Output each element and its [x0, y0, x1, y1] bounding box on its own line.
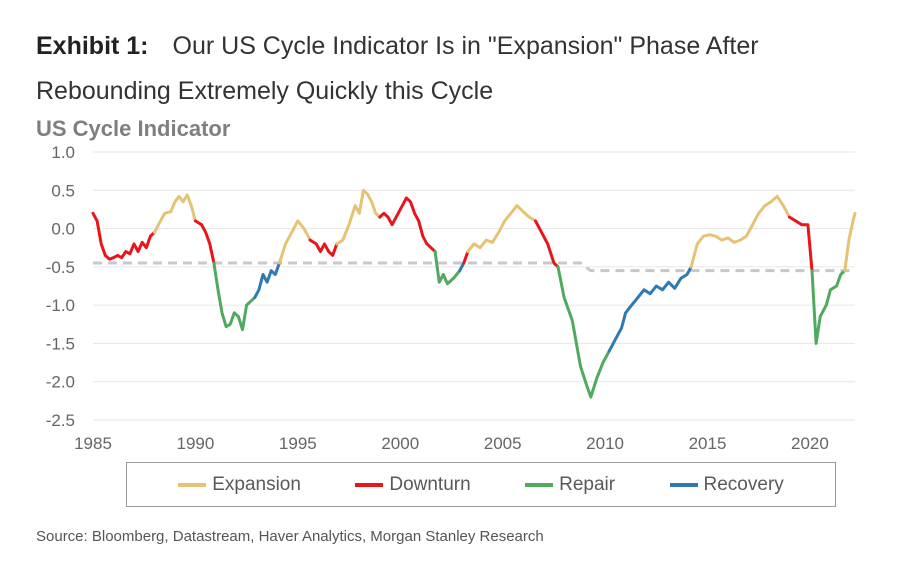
series-expansion-segment: [277, 219, 312, 265]
series-recovery-segment: [253, 261, 281, 299]
series-repair-segment: [212, 261, 257, 332]
series-repair-segment: [810, 269, 847, 345]
series-downturn-segment: [193, 219, 216, 265]
series-repair-segment: [433, 250, 462, 286]
series-repair-segment: [556, 265, 611, 399]
series-expansion-segment: [689, 194, 791, 269]
legend-item-expansion: Expansion: [178, 474, 301, 496]
x-tick-label: 1990: [177, 434, 215, 453]
legend-label: Expansion: [212, 473, 301, 495]
series-downturn-segment: [462, 250, 470, 265]
x-tick-label: 2015: [689, 434, 727, 453]
series-expansion-segment: [843, 211, 857, 273]
x-tick-label: 1985: [74, 434, 112, 453]
y-tick-label: -0.5: [46, 258, 75, 277]
y-tick-label: 0.0: [51, 220, 75, 239]
series-expansion-segment: [466, 204, 537, 253]
legend-label: Recovery: [703, 473, 784, 495]
legend-label: Repair: [559, 473, 616, 495]
series-downturn-segment: [378, 196, 437, 253]
line-chart: 1.0 0.5 0.0 -0.5 -1.0 -1.5 -2.0 -2.5 1985 1990 199…: [46, 143, 857, 453]
y-tick-label: -2.0: [46, 373, 75, 392]
y-tick-label: 1.0: [51, 143, 75, 162]
x-tick-label: 2000: [381, 434, 419, 453]
chart-title: US Cycle Indicator: [36, 116, 231, 141]
x-tick-label: 2010: [586, 434, 624, 453]
legend-swatch: [669, 482, 698, 487]
threshold-line: [93, 261, 855, 273]
exhibit-title: Exhibit 1: Our US Cycle Indicator Is in "…: [36, 24, 886, 114]
title-text-1: Our US Cycle Indicator Is in "Expansion"…: [172, 32, 759, 60]
legend-label: Downturn: [389, 473, 471, 495]
title-line-1: Exhibit 1: Our US Cycle Indicator Is in "…: [36, 24, 886, 69]
x-tick-label: 1995: [279, 434, 317, 453]
series-downturn-segment: [308, 238, 339, 257]
legend-item-downturn: Downturn: [355, 473, 471, 496]
y-tick-label: -1.5: [46, 334, 75, 353]
series-downturn-segment: [534, 219, 560, 269]
x-tick-label: 2005: [484, 434, 522, 453]
chart-legend: Expansion Downturn Repair Recovery: [126, 462, 836, 507]
title-line-2: Rebounding Extremely Quickly this Cycle: [36, 77, 494, 105]
series-downturn-segment: [91, 211, 156, 261]
y-tick-label: -2.5: [46, 411, 75, 430]
legend-item-recovery: Recovery: [669, 473, 784, 496]
series-expansion-segment: [335, 188, 382, 246]
source-note: Source: Bloomberg, Datastream, Haver Ana…: [36, 528, 544, 545]
x-tick-label: 2020: [791, 434, 829, 453]
legend-swatch: [178, 482, 207, 487]
legend-item-repair: Repair: [525, 474, 615, 496]
legend-swatch: [525, 482, 554, 487]
series-downturn-segment: [788, 215, 814, 273]
exhibit-label: Exhibit 1:: [36, 32, 149, 60]
legend-swatch: [355, 482, 384, 487]
y-tick-label: -1.0: [46, 296, 75, 315]
y-tick-label: 0.5: [51, 181, 75, 200]
series-recovery-segment: [607, 265, 693, 353]
series-expansion-segment: [153, 193, 197, 234]
